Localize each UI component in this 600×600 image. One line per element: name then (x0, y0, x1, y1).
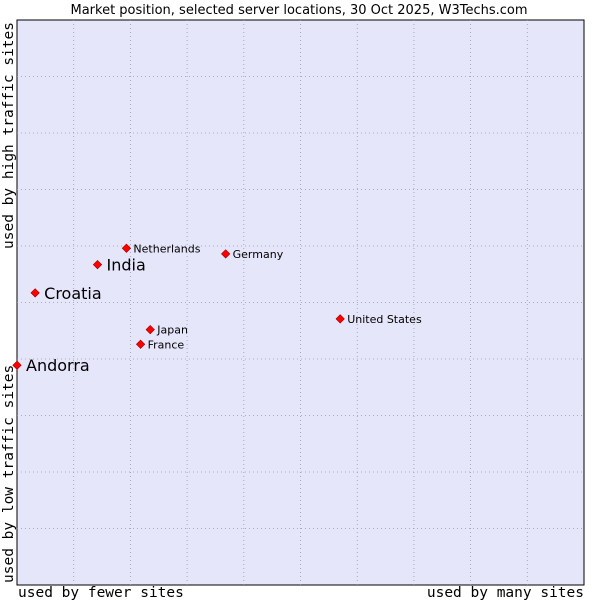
data-label-germany: Germany (233, 248, 284, 261)
data-point-germany (221, 249, 231, 259)
data-point-france (135, 339, 146, 349)
data-label-india: India (107, 256, 146, 275)
x-axis-label-right: used by many sites (427, 585, 584, 600)
x-axis-label-left: used by fewer sites (18, 585, 184, 600)
data-label-andorra: Andorra (26, 356, 90, 375)
data-point-andorra (12, 360, 22, 370)
data-label-croatia: Croatia (44, 284, 102, 303)
grid-lines (17, 20, 584, 585)
data-point-india (92, 260, 103, 270)
data-point-netherlands (121, 243, 132, 253)
data-point-japan (145, 324, 155, 335)
chart-title: Market position, selected server locatio… (70, 3, 527, 18)
data-label-netherlands: Netherlands (133, 242, 200, 255)
data-point-united-states (335, 314, 345, 324)
data-label-united-states: United States (347, 313, 422, 326)
data-point-croatia (30, 288, 40, 298)
data-label-japan: Japan (156, 324, 188, 337)
data-label-france: France (148, 338, 185, 351)
y-axis-label-bottom: used by low traffic sites (1, 365, 17, 583)
y-axis-label-top: used by high traffic sites (1, 22, 17, 249)
